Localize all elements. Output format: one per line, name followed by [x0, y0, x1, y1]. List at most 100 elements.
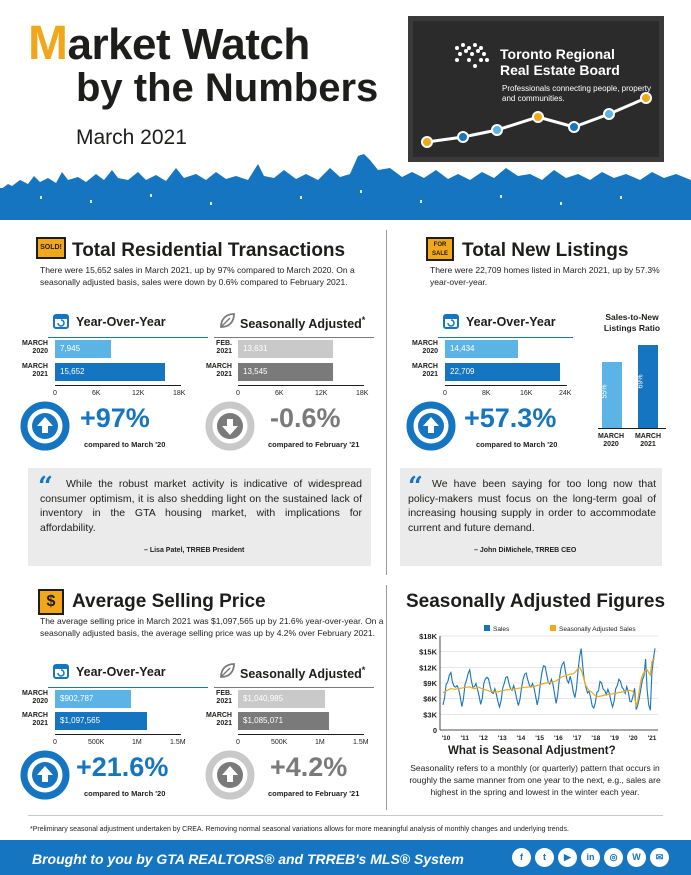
sold-sign-icon: SOLD! — [36, 237, 66, 259]
bar-march-2020: $902,787 — [55, 690, 131, 708]
ratio-label: MARCH 2020 — [597, 433, 625, 448]
price-yoy-change: +21.6% — [76, 752, 169, 782]
x-tick-label: '21 — [648, 735, 657, 742]
listings-yoy-compared: compared to March '20 — [476, 440, 558, 449]
footnote-divider — [28, 815, 663, 816]
transactions-yoy-heading: Year-Over-Year — [76, 315, 166, 329]
panel-underline — [48, 337, 208, 338]
x-tick-label: '11 — [461, 735, 470, 742]
tick-label: 1M — [132, 739, 142, 746]
youtube-icon[interactable]: ▶ — [558, 848, 577, 867]
quote-box — [400, 468, 662, 566]
for-sale-sign-icon: FOR SALE — [426, 237, 454, 261]
ratio-bar-2020: 55% — [602, 362, 622, 428]
legend-swatch-sa — [550, 625, 556, 631]
y-tick-label: $3K — [423, 710, 437, 719]
open-quote-icon: “ — [408, 472, 423, 502]
series-line-sales — [442, 648, 656, 711]
x-tick-label: '12 — [479, 735, 488, 742]
legend-label-sales: Sales — [493, 626, 510, 633]
row-label: MARCH 2020 — [411, 340, 438, 355]
tick-label: 6K — [275, 390, 284, 397]
x-tick-label: '18 — [591, 735, 600, 742]
org-tagline: Professionals connecting people, propert… — [502, 84, 651, 103]
tick-label: 6K — [92, 390, 101, 397]
y-tick-label: $18K — [419, 632, 438, 641]
price-title: Average Selling Price — [72, 591, 266, 612]
dollar-sign-icon: $ — [38, 589, 64, 615]
up-arrow-icon — [20, 750, 70, 800]
page-title: Market Watch — [28, 16, 310, 71]
price-sa-compared: compared to February '21 — [268, 789, 360, 798]
tick-label: 12K — [132, 390, 145, 397]
y-tick-label: $6K — [423, 695, 437, 704]
quote-text: We have been saying for too long now tha… — [408, 478, 656, 534]
bar-march-2021: 22,709 — [445, 363, 560, 381]
seasonal-line-chart: Sales Seasonally Adjusted Sales 0 $3K $6K $9K… — [419, 625, 658, 742]
row-label: MARCH 2021 — [21, 712, 48, 727]
up-arrow-icon — [20, 401, 70, 451]
x-axis — [445, 385, 567, 386]
x-axis — [238, 734, 364, 735]
leaf-icon — [220, 313, 235, 328]
tick-label: 12K — [315, 390, 328, 397]
bar-march-2021: $1,097,565 — [55, 712, 147, 730]
footnote: *Preliminary seasonal adjustment underta… — [30, 826, 569, 833]
calendar-icon — [443, 314, 459, 329]
open-quote-icon: “ — [38, 472, 53, 502]
x-tick-label: '20 — [629, 735, 638, 742]
skyline-banner — [0, 154, 691, 220]
row-label: MARCH 2021 — [205, 712, 232, 727]
linkedin-icon[interactable]: in — [581, 848, 600, 867]
footer-text: Brought to you by GTA REALTORS® and TRRE… — [32, 851, 464, 867]
tick-label: 1.5M — [353, 739, 369, 746]
transactions-yoy-change: +97% — [80, 403, 150, 433]
tick-label: 500K — [88, 739, 105, 746]
quote-attribution: – John DiMichele, TRREB CEO — [474, 547, 577, 554]
trend-line-icon — [421, 43, 652, 148]
down-arrow-icon — [205, 401, 255, 451]
row-label: MARCH 2021 — [205, 363, 232, 378]
x-tick-label: '19 — [610, 735, 619, 742]
calendar-icon — [53, 314, 69, 329]
bar-march-2021: $1,085,071 — [238, 712, 329, 730]
panel-underline — [48, 687, 208, 688]
panel-underline — [214, 687, 374, 688]
title-rest: arket Watch — [67, 20, 310, 69]
row-label: FEB. 2021 — [216, 690, 232, 705]
tick-label: 0 — [236, 390, 240, 397]
transactions-sa-compared: compared to February '21 — [268, 440, 360, 449]
tick-label: 16K — [520, 390, 533, 397]
title-m: M — [28, 17, 68, 70]
price-description: The average selling price in March 2021 … — [40, 616, 384, 638]
x-tick-label: '14 — [517, 735, 526, 742]
ratio-bar-2021: 69% — [638, 345, 658, 428]
ratio-bar-label: 69% — [637, 374, 645, 389]
wordpress-icon[interactable]: W — [627, 848, 646, 867]
up-arrow-icon — [205, 750, 255, 800]
price-yoy-heading: Year-Over-Year — [76, 665, 166, 679]
x-tick-label: '15 — [535, 735, 544, 742]
page-title-line2: by the Numbers — [76, 66, 379, 110]
twitter-icon[interactable]: t — [535, 848, 554, 867]
series-line-seasonally-adjusted — [442, 658, 656, 707]
blog-icon[interactable]: ✉ — [650, 848, 669, 867]
section-divider — [386, 230, 387, 575]
leaf-icon — [220, 663, 235, 678]
bar-feb-2021: $1,040,985 — [238, 690, 325, 708]
ratio-chart: 55% 69% — [598, 338, 666, 428]
price-sa-heading: Seasonally Adjusted* — [240, 665, 366, 682]
y-tick-label: 0 — [433, 726, 437, 735]
instagram-icon[interactable]: ◎ — [604, 848, 623, 867]
x-axis — [238, 385, 364, 386]
transactions-sa-change: -0.6% — [270, 403, 341, 433]
ratio-label: MARCH 2021 — [634, 433, 662, 448]
bar-march-2021: 13,545 — [238, 363, 333, 381]
transactions-description: There were 15,652 sales in March 2021, u… — [40, 265, 355, 287]
y-tick-label: $15K — [419, 648, 438, 657]
row-label: MARCH 2021 — [21, 363, 48, 378]
x-tick-label: '17 — [573, 735, 582, 742]
ratio-title: Sales-to-New Listings Ratio — [603, 312, 661, 333]
facebook-icon[interactable]: f — [512, 848, 531, 867]
x-axis — [55, 734, 181, 735]
